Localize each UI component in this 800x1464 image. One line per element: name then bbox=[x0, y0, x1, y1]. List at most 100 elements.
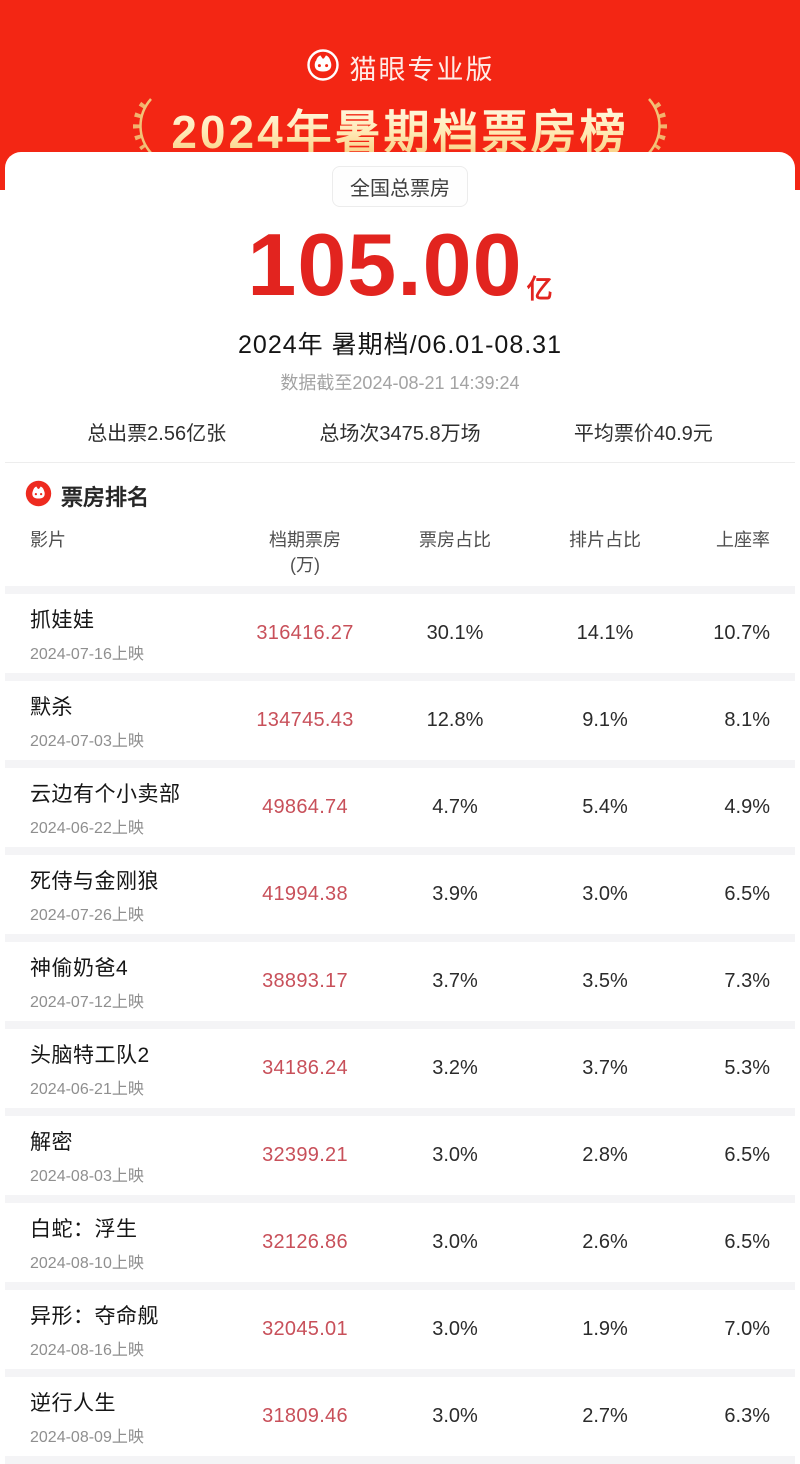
film-cell: 云边有个小卖部 2024-06-22上映 bbox=[30, 778, 230, 838]
film-title: 神偷奶爸4 bbox=[30, 956, 129, 980]
film-cell: 逆行人生 2024-08-09上映 bbox=[30, 1387, 230, 1447]
data-cutoff-label: 数据截至2024-08-21 14:39:24 bbox=[280, 373, 520, 393]
film-screen-share-value: 1.9% bbox=[582, 1318, 628, 1340]
film-boxoffice-value: 32045.01 bbox=[262, 1318, 348, 1340]
film-title: 白蛇：浮生 bbox=[30, 1217, 138, 1241]
ranking-section-title: 票房排名 bbox=[61, 485, 150, 510]
column-header-boxoffice: 档期票房 (万) bbox=[230, 528, 380, 578]
film-release-date: 2024-08-16上映 bbox=[30, 1341, 144, 1359]
film-title: 头脑特工队2 bbox=[30, 1043, 150, 1067]
film-attendance-value: 7.3% bbox=[724, 970, 770, 992]
film-screen-share-value: 3.5% bbox=[582, 970, 628, 992]
film-attendance-value: 10.7% bbox=[713, 622, 770, 644]
table-row[interactable]: 逆行人生 2024-08-09上映 31809.46 3.0% 2.7% 6.3… bbox=[5, 1369, 795, 1456]
film-cell: 头脑特工队2 2024-06-21上映 bbox=[30, 1039, 230, 1099]
film-release-date: 2024-07-16上映 bbox=[30, 645, 144, 663]
film-boxoffice-value: 316416.27 bbox=[256, 622, 354, 644]
film-attendance-value: 8.1% bbox=[724, 709, 770, 731]
column-header-boxoffice-unit: (万) bbox=[290, 555, 320, 575]
film-title: 异形：夺命舰 bbox=[30, 1304, 159, 1328]
table-row[interactable]: 头脑特工队2 2024-06-21上映 34186.24 3.2% 3.7% 5… bbox=[5, 1021, 795, 1108]
column-header-screen-share: 排片占比 bbox=[569, 530, 641, 550]
film-attendance-value: 5.3% bbox=[724, 1057, 770, 1079]
film-boxoffice-value: 38893.17 bbox=[262, 970, 348, 992]
total-boxoffice-value: 105.00 bbox=[247, 215, 523, 314]
film-box-share-value: 3.0% bbox=[432, 1231, 478, 1253]
film-release-date: 2024-08-03上映 bbox=[30, 1167, 144, 1185]
table-row[interactable]: 解密 2024-08-03上映 32399.21 3.0% 2.8% 6.5% bbox=[5, 1108, 795, 1195]
film-cell: 抓娃娃 2024-07-16上映 bbox=[30, 604, 230, 664]
film-attendance-value: 4.9% bbox=[724, 796, 770, 818]
national-total-badge: 全国总票房 bbox=[332, 166, 468, 207]
film-box-share-value: 3.7% bbox=[432, 970, 478, 992]
table-row[interactable]: 死侍与金刚狼 2024-07-26上映 41994.38 3.9% 3.0% 6… bbox=[5, 847, 795, 934]
period-label: 2024年 暑期档/06.01-08.31 bbox=[238, 331, 562, 359]
ranking-table-body: 抓娃娃 2024-07-16上映 316416.27 30.1% 14.1% 1… bbox=[5, 594, 795, 1456]
film-screen-share-value: 5.4% bbox=[582, 796, 628, 818]
film-title: 解密 bbox=[30, 1130, 73, 1154]
bottom-divider bbox=[5, 1456, 795, 1464]
film-cell: 异形：夺命舰 2024-08-16上映 bbox=[30, 1300, 230, 1360]
film-boxoffice-value: 41994.38 bbox=[262, 883, 348, 905]
film-box-share-value: 3.0% bbox=[432, 1144, 478, 1166]
film-release-date: 2024-06-21上映 bbox=[30, 1080, 144, 1098]
film-title: 抓娃娃 bbox=[30, 608, 95, 632]
film-attendance-value: 6.5% bbox=[724, 1231, 770, 1253]
table-row[interactable]: 异形：夺命舰 2024-08-16上映 32045.01 3.0% 1.9% 7… bbox=[5, 1282, 795, 1369]
film-screen-share-value: 14.1% bbox=[576, 622, 634, 644]
film-screen-share-value: 2.8% bbox=[582, 1144, 628, 1166]
film-box-share-value: 4.7% bbox=[432, 796, 478, 818]
summary-card: 全国总票房 105.00 亿 2024年 暑期档/06.01-08.31 数据截… bbox=[5, 152, 795, 1464]
table-row[interactable]: 抓娃娃 2024-07-16上映 316416.27 30.1% 14.1% 1… bbox=[5, 594, 795, 673]
film-cell: 神偷奶爸4 2024-07-12上映 bbox=[30, 952, 230, 1012]
film-box-share-value: 3.9% bbox=[432, 883, 478, 905]
film-release-date: 2024-07-12上映 bbox=[30, 993, 144, 1011]
table-row[interactable]: 神偷奶爸4 2024-07-12上映 38893.17 3.7% 3.5% 7.… bbox=[5, 934, 795, 1021]
film-boxoffice-value: 32399.21 bbox=[262, 1144, 348, 1166]
film-boxoffice-value: 31809.46 bbox=[262, 1405, 348, 1427]
table-row[interactable]: 默杀 2024-07-03上映 134745.43 12.8% 9.1% 8.1… bbox=[5, 673, 795, 760]
film-release-date: 2024-07-03上映 bbox=[30, 732, 144, 750]
stat-average-price: 平均票价40.9元 bbox=[573, 423, 713, 445]
brand-row: 猫眼专业版 bbox=[0, 0, 800, 87]
column-header-boxoffice-label: 档期票房 bbox=[269, 530, 341, 550]
film-title: 默杀 bbox=[30, 695, 73, 719]
film-screen-share-value: 3.7% bbox=[582, 1057, 628, 1079]
film-attendance-value: 6.5% bbox=[724, 1144, 770, 1166]
stat-total-tickets: 总出票2.56亿张 bbox=[87, 423, 227, 445]
film-screen-share-value: 9.1% bbox=[582, 709, 628, 731]
film-screen-share-value: 2.7% bbox=[582, 1405, 628, 1427]
film-title: 云边有个小卖部 bbox=[30, 782, 181, 806]
film-release-date: 2024-08-09上映 bbox=[30, 1428, 144, 1446]
film-box-share-value: 3.2% bbox=[432, 1057, 478, 1079]
film-attendance-value: 6.3% bbox=[724, 1405, 770, 1427]
total-boxoffice-unit: 亿 bbox=[526, 274, 553, 304]
maoyan-cat-icon bbox=[25, 480, 52, 512]
film-release-date: 2024-07-26上映 bbox=[30, 906, 144, 924]
stat-total-showings: 总场次3475.8万场 bbox=[319, 423, 481, 445]
film-screen-share-value: 2.6% bbox=[582, 1231, 628, 1253]
table-row[interactable]: 白蛇：浮生 2024-08-10上映 32126.86 3.0% 2.6% 6.… bbox=[5, 1195, 795, 1282]
table-row[interactable]: 云边有个小卖部 2024-06-22上映 49864.74 4.7% 5.4% … bbox=[5, 760, 795, 847]
film-box-share-value: 30.1% bbox=[426, 622, 484, 644]
film-release-date: 2024-08-10上映 bbox=[30, 1254, 144, 1272]
app-name: 猫眼专业版 bbox=[349, 55, 495, 85]
hero-title-row: 2024年暑期档票房榜 bbox=[0, 95, 800, 162]
film-cell: 死侍与金刚狼 2024-07-26上映 bbox=[30, 865, 230, 925]
table-header: 影片 档期票房 (万) 票房占比 排片占比 上座率 bbox=[5, 524, 795, 594]
film-screen-share-value: 3.0% bbox=[582, 883, 628, 905]
film-release-date: 2024-06-22上映 bbox=[30, 819, 144, 837]
film-box-share-value: 3.0% bbox=[432, 1318, 478, 1340]
film-cell: 默杀 2024-07-03上映 bbox=[30, 691, 230, 751]
film-boxoffice-value: 34186.24 bbox=[262, 1057, 348, 1079]
column-header-film: 影片 bbox=[30, 530, 66, 550]
stats-row: 总出票2.56亿张 总场次3475.8万场 平均票价40.9元 bbox=[5, 417, 795, 463]
laurel-left-icon bbox=[127, 95, 157, 162]
column-header-box-share: 票房占比 bbox=[419, 530, 491, 550]
film-boxoffice-value: 32126.86 bbox=[262, 1231, 348, 1253]
film-boxoffice-value: 134745.43 bbox=[256, 709, 354, 731]
total-boxoffice-row: 105.00 亿 bbox=[5, 221, 795, 309]
film-attendance-value: 7.0% bbox=[724, 1318, 770, 1340]
film-box-share-value: 3.0% bbox=[432, 1405, 478, 1427]
